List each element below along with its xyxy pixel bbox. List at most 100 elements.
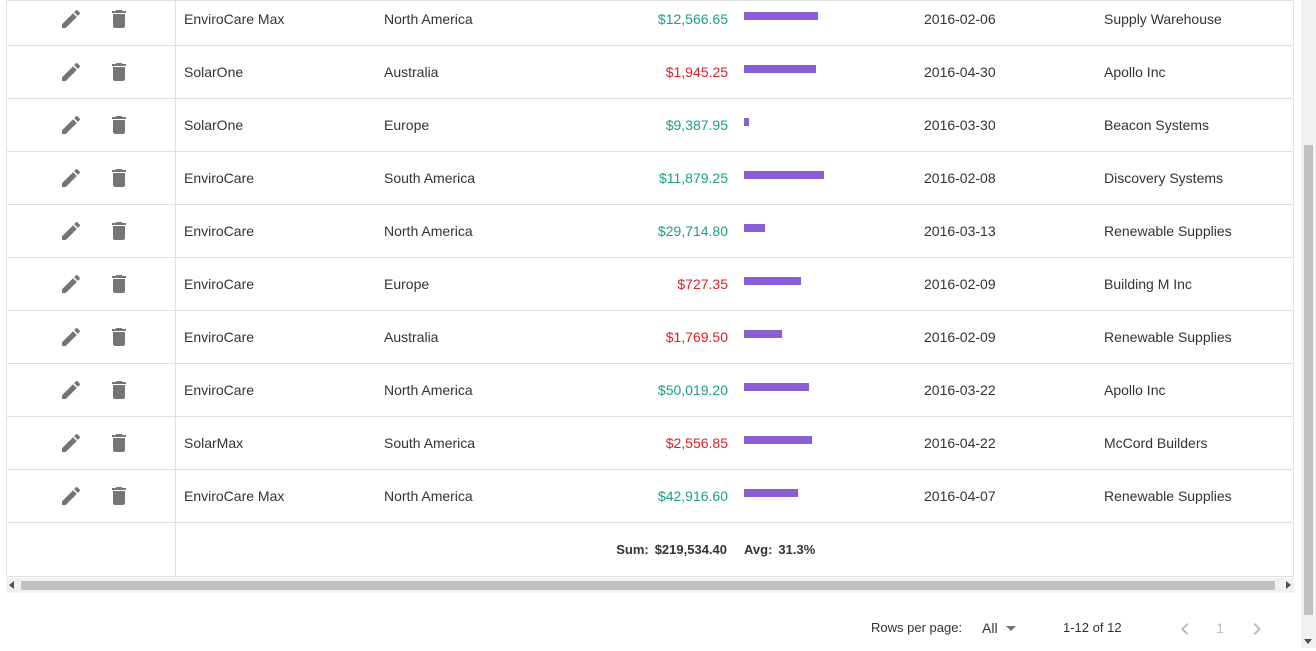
product-cell: EnviroCare (184, 170, 255, 186)
delete-button[interactable] (107, 484, 131, 508)
percentage-bar-cell (744, 417, 894, 469)
percentage-bar (744, 383, 809, 391)
percentage-bar (744, 224, 765, 232)
vertical-scrollbar-thumb[interactable] (1304, 145, 1313, 615)
horizontal-scrollbar[interactable] (6, 578, 1294, 593)
product-cell: SolarOne (184, 64, 244, 80)
region-cell: South America (384, 435, 476, 451)
scroll-right-arrow-icon[interactable] (1286, 581, 1291, 589)
row-actions-cell (6, 470, 176, 522)
edit-button[interactable] (59, 113, 83, 137)
sum-summary: Sum: $219,534.40 (616, 523, 727, 576)
trash-icon (112, 381, 126, 399)
scroll-down-arrow-icon[interactable] (1304, 639, 1312, 644)
region-cell: North America (384, 382, 473, 398)
edit-button[interactable] (59, 60, 83, 84)
percentage-bar-cell (744, 311, 894, 363)
vertical-scrollbar[interactable] (1301, 0, 1316, 648)
edit-button[interactable] (59, 7, 83, 31)
customer-cell: Renewable Supplies (1104, 488, 1232, 504)
pencil-icon (62, 221, 81, 240)
customer-cell: Discovery Systems (1104, 170, 1224, 186)
region-cell: Australia (384, 329, 439, 345)
edit-button[interactable] (59, 431, 83, 455)
region-cell: Europe (384, 276, 430, 292)
previous-page-button[interactable] (1173, 617, 1197, 641)
table-row: EnviroCare Europe $727.35 2016-02-09 Bui… (6, 258, 1294, 311)
delete-button[interactable] (107, 431, 131, 455)
product-cell: EnviroCare Max (184, 488, 285, 504)
summary-row: Sum: $219,534.40 Avg: 31.3% (6, 523, 1294, 577)
table-row: SolarOne Australia $1,945.25 2016-04-30 … (6, 46, 1294, 99)
percentage-bar-cell (744, 470, 894, 522)
date-cell: 2016-02-09 (924, 329, 996, 345)
delete-button[interactable] (107, 378, 131, 402)
data-grid: EnviroCare Max North America $12,566.65 … (6, 0, 1294, 577)
table-row: EnviroCare Max North America $12,566.65 … (6, 0, 1294, 46)
product-cell: EnviroCare Max (184, 11, 285, 27)
pencil-icon (62, 62, 81, 81)
horizontal-scrollbar-thumb[interactable] (21, 581, 1275, 590)
grid-left-border (0, 0, 7, 577)
delete-button[interactable] (107, 166, 131, 190)
customer-cell: McCord Builders (1104, 435, 1208, 451)
delete-button[interactable] (107, 60, 131, 84)
delete-button[interactable] (107, 325, 131, 349)
date-cell: 2016-02-09 (924, 276, 996, 292)
pencil-icon (62, 9, 81, 29)
customer-cell: Renewable Supplies (1104, 223, 1232, 239)
dropdown-caret-icon (1006, 626, 1016, 631)
trash-icon (112, 328, 126, 346)
summary-actions-cell (6, 523, 176, 576)
pencil-icon (62, 274, 81, 293)
date-cell: 2016-02-08 (924, 170, 996, 186)
trash-icon (112, 222, 126, 240)
region-cell: North America (384, 488, 473, 504)
trash-icon (112, 487, 126, 505)
edit-button[interactable] (59, 272, 83, 296)
table-row: SolarMax South America $2,556.85 2016-04… (6, 417, 1294, 470)
product-cell: EnviroCare (184, 329, 255, 345)
pencil-icon (62, 168, 81, 187)
chevron-left-icon (1181, 623, 1189, 635)
date-cell: 2016-03-30 (924, 117, 996, 133)
table-row: EnviroCare North America $29,714.80 2016… (6, 205, 1294, 258)
amount-cell: $29,714.80 (657, 223, 728, 239)
delete-button[interactable] (107, 113, 131, 137)
percentage-bar-cell (744, 46, 894, 98)
region-cell: North America (384, 11, 473, 27)
percentage-bar-cell (744, 0, 894, 45)
edit-button[interactable] (59, 219, 83, 243)
row-actions-cell (6, 311, 176, 363)
row-actions-cell (6, 46, 176, 98)
delete-button[interactable] (107, 219, 131, 243)
product-cell: EnviroCare (184, 223, 255, 239)
amount-cell: $50,019.20 (657, 382, 728, 398)
customer-cell: Renewable Supplies (1104, 329, 1232, 345)
row-actions-cell (6, 258, 176, 310)
row-actions-cell (6, 152, 176, 204)
region-cell: North America (384, 223, 473, 239)
table-row: EnviroCare Australia $1,769.50 2016-02-0… (6, 311, 1294, 364)
edit-button[interactable] (59, 325, 83, 349)
customer-cell: Beacon Systems (1104, 117, 1210, 133)
edit-button[interactable] (59, 484, 83, 508)
scroll-left-arrow-icon[interactable] (9, 581, 14, 589)
chevron-right-icon (1253, 623, 1261, 635)
table-row: EnviroCare Max North America $42,916.60 … (6, 470, 1294, 523)
next-page-button[interactable] (1245, 617, 1269, 641)
edit-button[interactable] (59, 378, 83, 402)
pagination-range: 1-12 of 12 (1063, 620, 1122, 635)
row-actions-cell (6, 205, 176, 257)
rows-per-page-select[interactable]: All (982, 605, 1022, 651)
edit-button[interactable] (59, 166, 83, 190)
delete-button[interactable] (107, 7, 131, 31)
avg-value: 31.3% (778, 542, 816, 557)
date-cell: 2016-02-06 (924, 11, 996, 27)
percentage-bar (744, 330, 782, 338)
amount-cell: $42,916.60 (657, 488, 728, 504)
trash-icon (112, 275, 126, 293)
current-page-number[interactable]: 1 (1216, 620, 1224, 636)
product-cell: EnviroCare (184, 382, 255, 398)
delete-button[interactable] (107, 272, 131, 296)
